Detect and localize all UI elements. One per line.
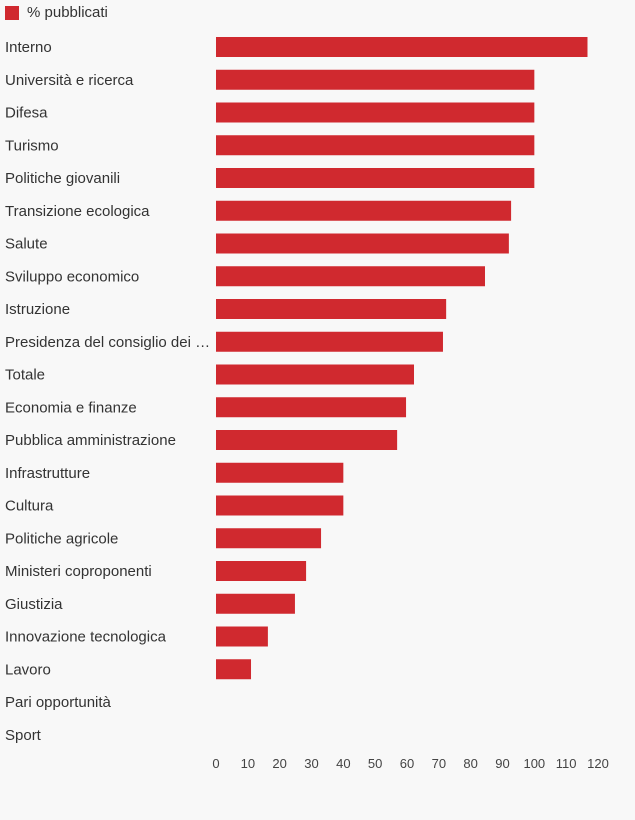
bar [216,561,307,581]
bar [216,102,535,123]
bar [216,462,344,483]
legend-label: % pubblicati [27,4,108,21]
x-tick-label: 20 [272,756,286,771]
category-label: Transizione ecologica [5,203,150,220]
category-label: Giustizia [5,596,63,613]
category-label: Pubblica amministrazione [5,432,176,449]
x-tick-label: 90 [495,756,509,771]
x-tick-label: 70 [432,756,446,771]
category-label: Presidenza del consiglio dei … [5,334,210,351]
category-label: Totale [5,367,45,384]
bar [216,266,485,287]
bar [216,528,322,549]
x-tick-label: 100 [523,756,545,771]
bar [216,200,512,221]
category-label: Turismo [5,137,59,154]
legend-swatch [5,5,19,20]
bar [216,135,535,156]
x-tick-label: 110 [556,756,577,771]
bar [216,593,295,614]
bar [216,69,535,90]
category-label: Difesa [5,105,48,122]
bar [216,495,344,516]
x-tick-label: 60 [400,756,414,771]
bar [216,299,447,319]
bar [216,364,415,385]
category-label: Sviluppo economico [5,268,139,285]
x-tick-label: 30 [304,756,318,771]
category-label: Sport [5,727,42,744]
category-label: Interno [5,39,52,56]
category-label: Cultura [5,498,54,515]
category-label: Ministeri coproponenti [5,563,152,580]
category-label: Lavoro [5,661,51,678]
category-label: Innovazione tecnologica [5,629,167,646]
category-label: Infrastrutture [5,465,90,482]
bar [216,659,252,680]
bar [216,430,398,450]
x-tick-label: 10 [241,756,255,771]
bar [216,626,268,647]
bar [216,397,407,418]
category-label: Salute [5,236,48,253]
category-label: Economia e finanze [5,399,137,416]
bar [216,168,535,188]
category-label: Politiche agricole [5,530,118,547]
bar [216,331,443,352]
bar [216,37,588,57]
bar [216,233,509,254]
legend: % pubblicati [5,4,108,21]
x-tick-label: 50 [368,756,382,771]
x-tick-label: 120 [587,756,609,771]
category-label: Istruzione [5,301,70,318]
x-tick-label: 40 [336,756,350,771]
category-label: Università e ricerca [5,72,134,89]
x-tick-label: 0 [212,756,219,771]
category-label: Politiche giovanili [5,170,120,187]
x-tick-label: 80 [463,756,477,771]
category-label: Pari opportunità [5,694,112,711]
